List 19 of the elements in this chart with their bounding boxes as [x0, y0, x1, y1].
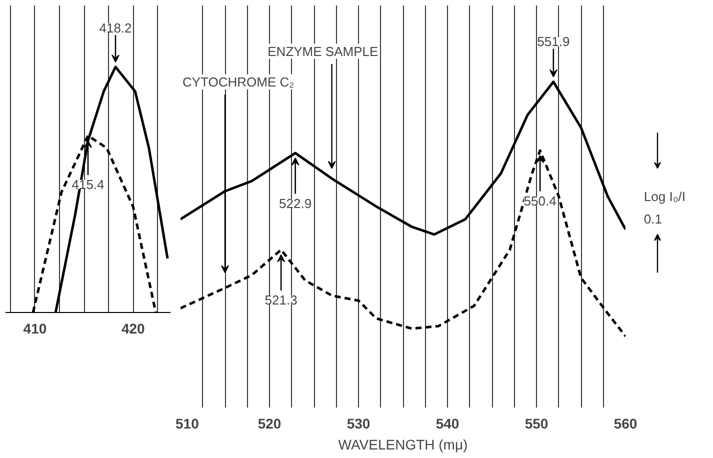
text: CYTOCHROME C₂ [182, 74, 294, 90]
x-tick-label: 530 [346, 416, 370, 432]
y-axis-title: Log I₀/I [644, 188, 686, 204]
x-tick-label: 540 [436, 416, 460, 432]
x-axis-title: WAVELENGTH (mμ) [338, 436, 468, 452]
annotation: 550.4 [524, 193, 556, 208]
text: 0.1 [644, 212, 662, 227]
x-tick-label: 510 [176, 416, 200, 432]
text: ENZYME SAMPLE [268, 44, 378, 59]
annotation: 522.9 [279, 196, 312, 211]
x-tick-label: 420 [122, 320, 146, 336]
x-tick-label: 550 [524, 416, 548, 432]
x-tick-label: 560 [614, 416, 638, 432]
annotation: 551.9 [537, 34, 570, 50]
x-tick-label: 410 [23, 320, 47, 336]
annotation: 415.4 [72, 176, 104, 192]
x-tick-label: 520 [258, 416, 282, 432]
annotation: 521.3 [264, 292, 298, 308]
annotation: 418.2 [99, 20, 132, 36]
